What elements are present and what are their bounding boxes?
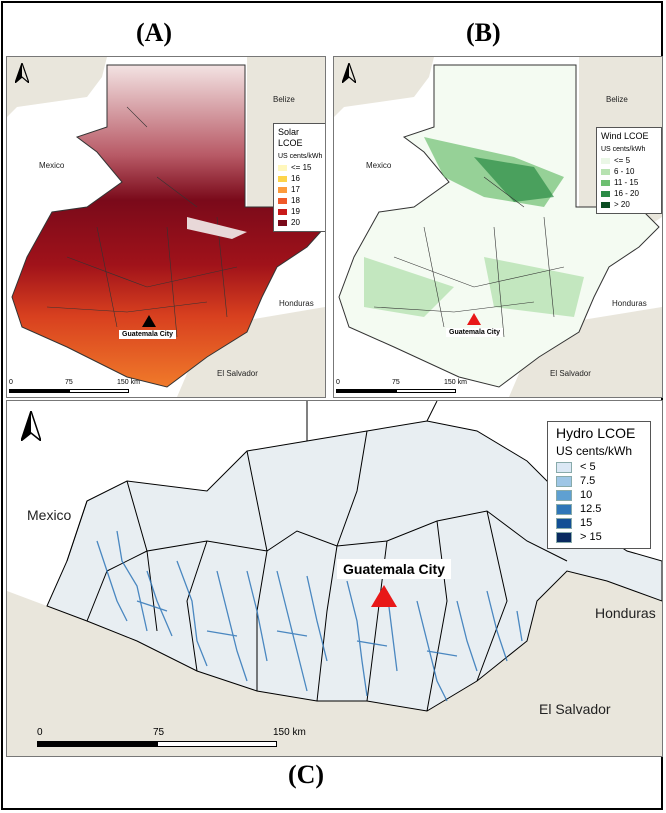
country-honduras: Honduras: [612, 299, 647, 308]
legend-swatch: [556, 531, 572, 543]
legend-swatch: [601, 190, 610, 197]
legend-title: Hydro LCOE: [556, 425, 636, 441]
legend-unit: US cents/kWh: [601, 146, 646, 153]
legend-swatch: [601, 179, 610, 186]
country-mexico: Mexico: [27, 507, 72, 523]
country-belize: Belize: [273, 95, 295, 104]
legend-item: > 20: [601, 199, 657, 210]
legend-item: 6 - 10: [601, 166, 657, 177]
legend-item: <= 15: [278, 162, 325, 173]
legend-item: 7.5: [556, 474, 642, 488]
wind-map-panel: Belize Mexico Honduras El Salvador Wind …: [333, 56, 663, 398]
legend-swatch: [278, 197, 287, 204]
legend-item: 12.5: [556, 502, 642, 516]
country-el-salvador: El Salvador: [539, 701, 611, 717]
wind-map: [334, 57, 662, 397]
scale-bar: 0 75 150 km: [37, 727, 337, 753]
legend-unit: US cents/kWh: [556, 444, 633, 458]
legend-item: 16 - 20: [601, 188, 657, 199]
legend-swatch: [278, 186, 287, 193]
legend-item: < 5: [556, 460, 642, 474]
legend-item: 11 - 15: [601, 177, 657, 188]
country-honduras: Honduras: [595, 605, 656, 621]
hydro-legend: Hydro LCOE US cents/kWh < 5 7.5 10 12.5 …: [547, 421, 651, 549]
scale-bar: 0 75 150 km: [9, 379, 159, 397]
legend-item: 18: [278, 195, 325, 206]
legend-swatch: [601, 201, 610, 208]
city-label: Guatemala City: [119, 330, 176, 339]
country-mexico: Mexico: [366, 161, 392, 170]
legend-swatch: [278, 219, 287, 226]
country-el-salvador: El Salvador: [217, 369, 258, 378]
solar-map: [7, 57, 325, 397]
country-el-salvador: El Salvador: [550, 369, 591, 378]
legend-item: 17: [278, 184, 325, 195]
north-arrow-icon: [342, 63, 356, 83]
legend-item: > 15: [556, 530, 642, 544]
legend-unit: US cents/kWh: [278, 153, 323, 160]
river-network: [96, 530, 523, 702]
solar-legend: Solar LCOE US cents/kWh <= 15 16 17 18 1…: [273, 123, 325, 232]
hydro-map-panel: Mexico Honduras El Salvador Hydro LCOE U…: [6, 400, 663, 757]
legend-item: 15: [556, 516, 642, 530]
panel-c-label: (C): [288, 760, 325, 789]
north-arrow-icon: [15, 63, 29, 83]
country-honduras: Honduras: [279, 299, 314, 308]
panel-b-label: (B): [466, 18, 501, 47]
legend-swatch: [601, 157, 610, 164]
legend-swatch: [556, 517, 572, 529]
legend-swatch: [556, 461, 572, 473]
north-arrow-icon: [21, 411, 41, 441]
legend-item: <= 5: [601, 155, 657, 166]
legend-swatch: [556, 489, 572, 501]
legend-item: 16: [278, 173, 325, 184]
legend-swatch: [556, 503, 572, 515]
legend-swatch: [278, 175, 287, 182]
legend-swatch: [278, 208, 287, 215]
legend-item: 19: [278, 206, 325, 217]
legend-item: 20: [278, 217, 325, 228]
legend-swatch: [278, 164, 287, 171]
country-mexico: Mexico: [39, 161, 65, 170]
wind-legend: Wind LCOE US cents/kWh <= 5 6 - 10 11 - …: [596, 127, 662, 214]
city-label: Guatemala City: [337, 559, 451, 579]
panel-a-label: (A): [136, 18, 173, 47]
solar-map-panel: Belize Mexico Honduras El Salvador Solar…: [6, 56, 326, 398]
legend-item: 10: [556, 488, 642, 502]
scale-bar: 0 75 150 km: [336, 379, 486, 397]
legend-swatch: [556, 475, 572, 487]
country-belize: Belize: [606, 95, 628, 104]
legend-title: Wind LCOE: [601, 131, 649, 141]
legend-title: Solar LCOE: [278, 127, 303, 148]
legend-swatch: [601, 168, 610, 175]
city-label: Guatemala City: [446, 328, 503, 337]
